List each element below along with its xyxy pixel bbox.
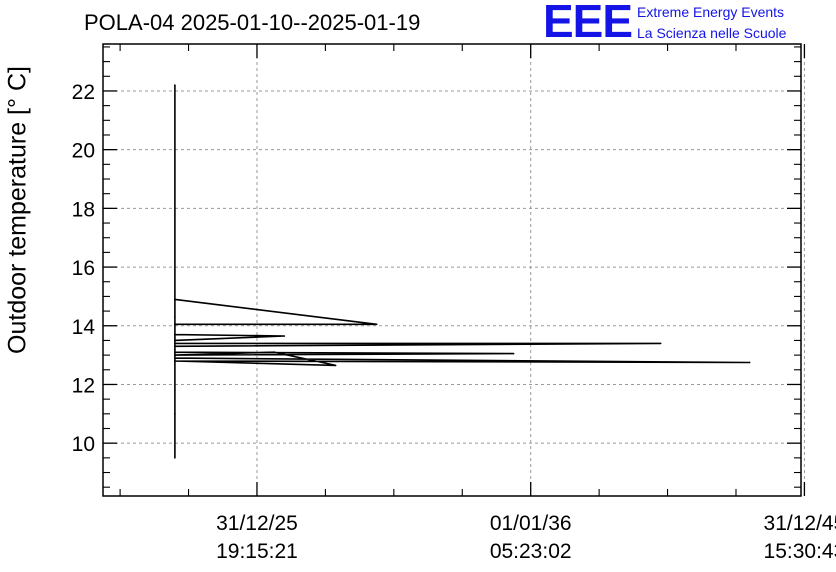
data-point [174, 457, 176, 459]
series-group [174, 84, 751, 459]
x-tick-labels: 31/12/25 19:15:21 01/01/36 05:23:02 31/12/45… [216, 512, 836, 563]
x-tick-label-time: 15:30:43 [764, 540, 836, 563]
data-point [748, 361, 751, 364]
data-point [273, 351, 275, 353]
data-point [174, 360, 176, 362]
data-point [174, 333, 176, 336]
data-point [174, 336, 176, 339]
data-point [512, 352, 515, 355]
axis-ticks [103, 44, 806, 496]
x-tick-label-date: 01/01/36 [490, 512, 572, 535]
data-point [174, 84, 176, 86]
y-tick-label: 20 [72, 140, 95, 163]
plot-frame [102, 43, 802, 497]
series-line [174, 85, 750, 458]
data-point [174, 339, 176, 342]
logo-text-line2: La Scienza nelle Scuole [637, 25, 787, 41]
data-point [174, 354, 176, 356]
data-point [174, 323, 176, 326]
data-point [174, 348, 176, 351]
y-tick-label: 18 [72, 198, 95, 221]
data-point [174, 345, 176, 348]
grid-lines [103, 44, 805, 496]
y-tick-label: 16 [72, 257, 95, 280]
data-point [174, 351, 176, 353]
x-tick-label-time: 19:15:21 [216, 540, 298, 563]
y-tick-label: 14 [72, 316, 96, 339]
x-tick-label-date: 31/12/25 [216, 512, 298, 535]
data-point [659, 342, 662, 345]
y-tick-label: 12 [72, 374, 95, 397]
logo-text-line1: Extreme Energy Events [637, 4, 785, 20]
y-tick-labels: 10 12 14 16 18 20 22 [72, 81, 96, 456]
data-point [174, 298, 176, 301]
y-tick-label: 22 [72, 81, 95, 104]
chart-title: POLA-04 2025-01-10--2025-01-19 [84, 10, 421, 35]
x-tick-label-time: 05:23:02 [490, 540, 572, 563]
data-point [174, 316, 176, 318]
data-point [174, 389, 176, 392]
data-point [174, 357, 176, 359]
y-tick-label: 10 [72, 433, 95, 456]
data-point [334, 364, 337, 367]
data-point [283, 335, 286, 337]
data-point [375, 323, 378, 326]
eee-logo-icon: EEE [543, 0, 633, 47]
data-point [174, 413, 176, 415]
data-point [174, 342, 176, 345]
x-tick-label-date: 31/12/45 [764, 512, 836, 535]
